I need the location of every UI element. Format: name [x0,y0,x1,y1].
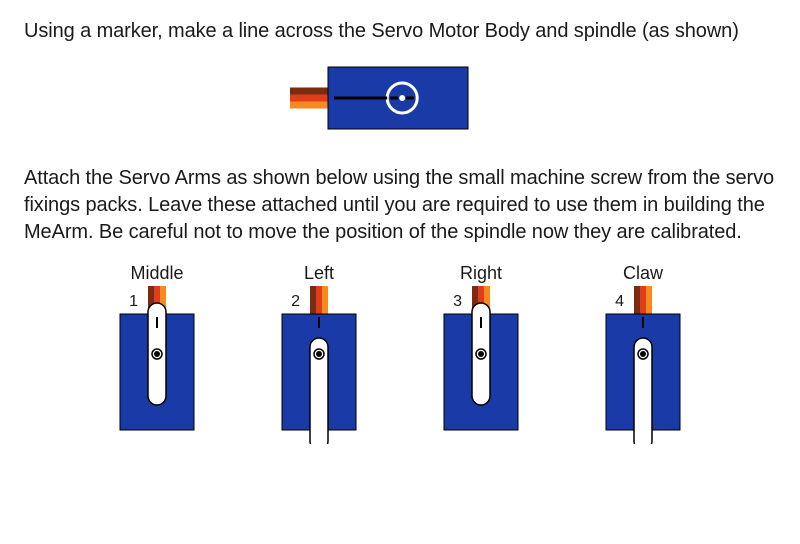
servo-label: Claw [623,264,663,284]
servo-number: 4 [615,293,624,310]
servo-middle: Middle 1 [96,264,218,444]
servo-label: Middle [130,264,183,284]
servo-number: 2 [291,293,300,310]
servo-diagram: 3 [420,284,542,444]
servo-claw: Claw 4 [582,264,704,444]
instruction-1: Using a marker, make a line across the S… [24,18,776,45]
servo-diagram: 2 [258,284,380,444]
instruction-2: Attach the Servo Arms as shown below usi… [24,165,776,246]
servo-left: Left2 [258,264,380,444]
servo-diagram: 4 [582,284,704,444]
figure-servo-arms-row: Middle 1 Left2 Right 3 Claw 4 [24,264,776,444]
servo-diagram: 1 [96,284,218,444]
servo-label: Left [304,264,334,284]
servo-marker-diagram [290,59,510,137]
servo-number: 1 [129,293,138,310]
servo-right: Right 3 [420,264,542,444]
servo-label: Right [460,264,502,284]
servo-number: 3 [453,293,462,310]
figure-top-servo [24,59,776,137]
